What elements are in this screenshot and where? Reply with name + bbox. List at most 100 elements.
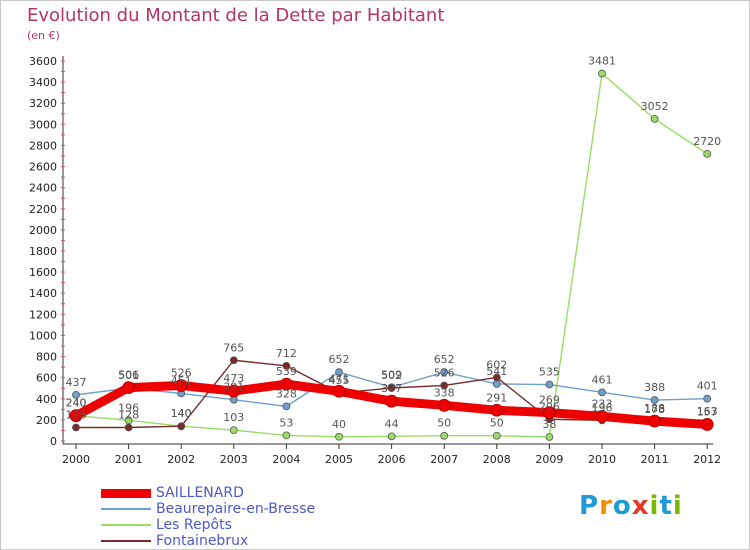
y-tick-label: 0: [50, 435, 57, 448]
data-point: [543, 406, 556, 420]
logo-letter: o: [612, 491, 632, 521]
y-tick-label: 2600: [29, 161, 57, 174]
data-label: 328: [276, 387, 297, 400]
data-point: [650, 114, 659, 123]
data-point: [122, 381, 135, 394]
data-label: 437: [66, 376, 87, 389]
data-label: 388: [644, 381, 665, 394]
legend-swatch: [101, 540, 151, 542]
legend-swatch: [101, 508, 151, 510]
data-label: 509: [381, 368, 402, 381]
data-point: [490, 403, 504, 417]
data-label: 451: [171, 374, 192, 387]
series-lines: [69, 69, 714, 441]
x-tick-label: 2006: [378, 453, 406, 466]
data-label: 473: [223, 372, 244, 385]
y-tick-label: 2400: [29, 182, 57, 195]
data-label: 50: [490, 417, 504, 430]
unit-label: (en €): [27, 29, 60, 42]
y-tick-label: 3400: [29, 76, 57, 89]
x-tick-label: 2011: [641, 453, 669, 466]
legend-label: Fontainebrux: [156, 533, 249, 549]
logo-letter: r: [599, 491, 613, 521]
data-label: 40: [332, 418, 346, 431]
data-point: [387, 384, 396, 392]
data-point: [598, 69, 606, 78]
data-label: 269: [539, 394, 560, 407]
data-labels: 240 506 526 473 539 471 377 338 291 269 233 188 157 4…: [66, 55, 722, 431]
data-label: 526: [434, 366, 455, 379]
data-point: [387, 432, 396, 441]
x-tick-label: 2004: [272, 453, 300, 466]
logo-letter: P: [579, 491, 600, 521]
proxiti-logo: Proxiti: [579, 491, 683, 521]
logo-letter: x: [631, 491, 650, 521]
data-point: [69, 409, 83, 423]
legend-label: Les Repôts: [156, 517, 232, 533]
data-label: 455: [329, 374, 350, 387]
data-label: 196: [592, 401, 613, 414]
data-point: [492, 373, 501, 382]
data-label: 602: [486, 358, 507, 371]
data-label: 541: [486, 365, 507, 378]
y-tick-label: 3200: [29, 97, 57, 110]
data-label: 2720: [693, 135, 721, 148]
data-label: 240: [66, 397, 87, 410]
data-point: [279, 377, 293, 391]
data-label: 501: [118, 369, 139, 382]
chart-title: Evolution du Montant de la Dette par Hab…: [27, 5, 445, 26]
y-tick-label: 800: [36, 351, 57, 364]
x-tick-label: 2003: [220, 453, 248, 466]
data-point: [177, 422, 186, 431]
legend-swatch: [101, 488, 151, 498]
x-tick-label: 2005: [325, 453, 353, 466]
data-point: [440, 368, 449, 377]
data-point: [595, 410, 609, 423]
data-point: [440, 431, 449, 440]
logo-letter: i: [672, 491, 683, 521]
data-point: [437, 398, 451, 412]
y-tick-label: 2200: [29, 203, 57, 216]
y-tick-label: 400: [36, 393, 57, 406]
data-label: 128: [118, 408, 139, 421]
data-label: 103: [223, 411, 244, 424]
logo-letter: t: [659, 491, 673, 521]
x-tick-label: 2000: [62, 453, 90, 466]
data-label: 128: [66, 408, 87, 421]
data-label: 3481: [588, 55, 616, 68]
data-point: [700, 418, 714, 431]
data-label: 539: [276, 365, 297, 378]
data-label: 53: [279, 416, 293, 429]
data-label: 461: [592, 373, 613, 386]
data-point: [648, 414, 661, 428]
data-point: [174, 379, 188, 392]
y-tick-label: 3000: [29, 118, 57, 131]
y-tick-label: 1600: [29, 266, 57, 279]
data-label: 526: [171, 366, 192, 379]
y-tick-label: 1200: [29, 308, 57, 321]
data-point: [72, 390, 80, 399]
data-label: 471: [329, 372, 350, 385]
data-label: 712: [276, 347, 297, 360]
data-point: [545, 380, 554, 389]
data-label: 535: [539, 366, 560, 379]
data-point: [229, 426, 238, 435]
data-label: 291: [486, 391, 507, 404]
y-tick-label: 3600: [29, 55, 57, 68]
y-tick-label: 1400: [29, 287, 57, 300]
x-tick-label: 2007: [430, 453, 458, 466]
legend-label: SAILLENARD: [156, 485, 244, 501]
data-label: 506: [118, 369, 139, 382]
axes: 0 200 400 600 800 1000 1200 1400 1600 1800 2000 220…: [29, 55, 721, 466]
data-point: [229, 356, 238, 365]
data-label: 188: [644, 402, 665, 415]
y-tick-label: 1800: [29, 245, 57, 258]
data-label: 240: [66, 397, 87, 410]
y-tick-label: 200: [36, 414, 57, 427]
x-tick-label: 2010: [588, 453, 616, 466]
data-point: [385, 394, 399, 408]
data-point: [332, 384, 346, 398]
data-label: 50: [437, 417, 451, 430]
